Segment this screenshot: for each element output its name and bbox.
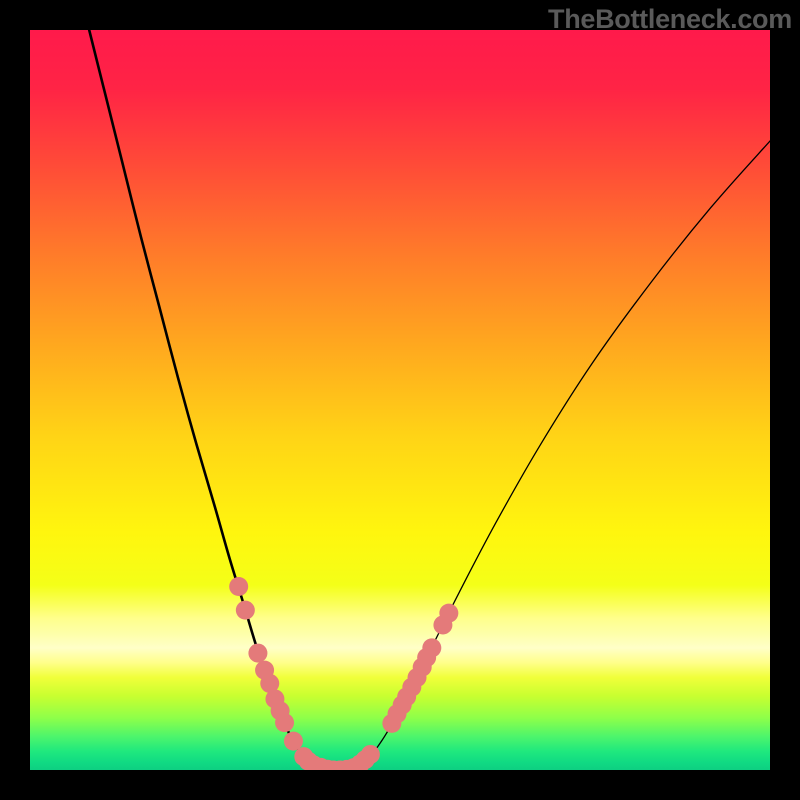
marker-dot — [361, 745, 380, 764]
bottleneck-chart — [30, 30, 770, 770]
marker-dot — [236, 601, 255, 620]
marker-dot — [422, 638, 441, 657]
marker-dot — [229, 577, 248, 596]
marker-dot — [284, 732, 303, 751]
chart-frame — [0, 0, 800, 800]
marker-dot — [248, 644, 267, 663]
marker-dot — [439, 604, 458, 623]
marker-dot — [275, 713, 294, 732]
watermark-text: TheBottleneck.com — [548, 4, 792, 35]
